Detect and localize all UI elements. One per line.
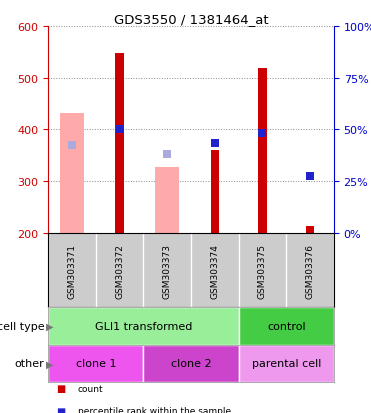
Bar [155,167,179,233]
Bar [48,345,144,382]
Text: clone 1: clone 1 [76,358,116,368]
Text: other: other [15,358,45,368]
Text: count: count [78,384,104,393]
Point [307,173,313,180]
Point [212,141,218,147]
Point [259,131,265,137]
Bar [239,345,334,382]
Text: GSM303372: GSM303372 [115,243,124,298]
Text: GSM303374: GSM303374 [210,243,219,298]
Text: control: control [267,321,306,331]
Text: ▶: ▶ [46,321,54,331]
Bar [306,227,314,233]
Bar [258,69,267,233]
Text: GLI1 transformed: GLI1 transformed [95,321,192,331]
Title: GDS3550 / 1381464_at: GDS3550 / 1381464_at [114,13,268,26]
Bar [239,308,334,345]
Text: ■: ■ [56,383,65,393]
Text: clone 2: clone 2 [171,358,211,368]
Text: ■: ■ [56,406,65,413]
Bar [211,151,219,233]
Point [164,151,170,158]
Bar [144,345,239,382]
Point [69,142,75,149]
Text: ▶: ▶ [46,358,54,368]
Text: GSM303371: GSM303371 [68,243,76,298]
Text: percentile rank within the sample: percentile rank within the sample [78,406,231,413]
Text: parental cell: parental cell [252,358,321,368]
Bar [115,54,124,233]
Text: cell type: cell type [0,321,45,331]
Point [116,127,122,133]
Bar [48,308,239,345]
Text: GSM303376: GSM303376 [306,243,315,298]
Bar [60,114,84,233]
Text: GSM303373: GSM303373 [163,243,172,298]
Text: GSM303375: GSM303375 [258,243,267,298]
